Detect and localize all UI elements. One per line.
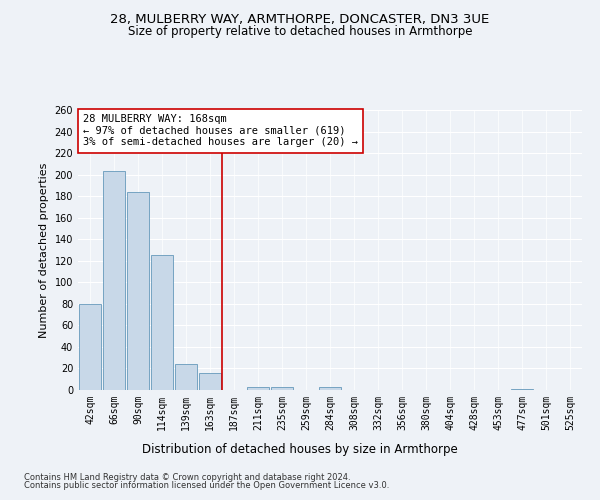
Bar — [319, 387, 341, 390]
Bar — [175, 364, 197, 390]
Text: 28, MULBERRY WAY, ARMTHORPE, DONCASTER, DN3 3UE: 28, MULBERRY WAY, ARMTHORPE, DONCASTER, … — [110, 12, 490, 26]
Y-axis label: Number of detached properties: Number of detached properties — [39, 162, 49, 338]
Bar — [79, 304, 101, 390]
Bar — [199, 373, 221, 390]
Bar — [103, 172, 125, 390]
Bar — [247, 387, 269, 390]
Text: Size of property relative to detached houses in Armthorpe: Size of property relative to detached ho… — [128, 25, 472, 38]
Text: Distribution of detached houses by size in Armthorpe: Distribution of detached houses by size … — [142, 442, 458, 456]
Bar — [127, 192, 149, 390]
Bar — [271, 387, 293, 390]
Text: Contains HM Land Registry data © Crown copyright and database right 2024.: Contains HM Land Registry data © Crown c… — [24, 472, 350, 482]
Text: Contains public sector information licensed under the Open Government Licence v3: Contains public sector information licen… — [24, 481, 389, 490]
Bar — [511, 389, 533, 390]
Bar — [151, 256, 173, 390]
Text: 28 MULBERRY WAY: 168sqm
← 97% of detached houses are smaller (619)
3% of semi-de: 28 MULBERRY WAY: 168sqm ← 97% of detache… — [83, 114, 358, 148]
